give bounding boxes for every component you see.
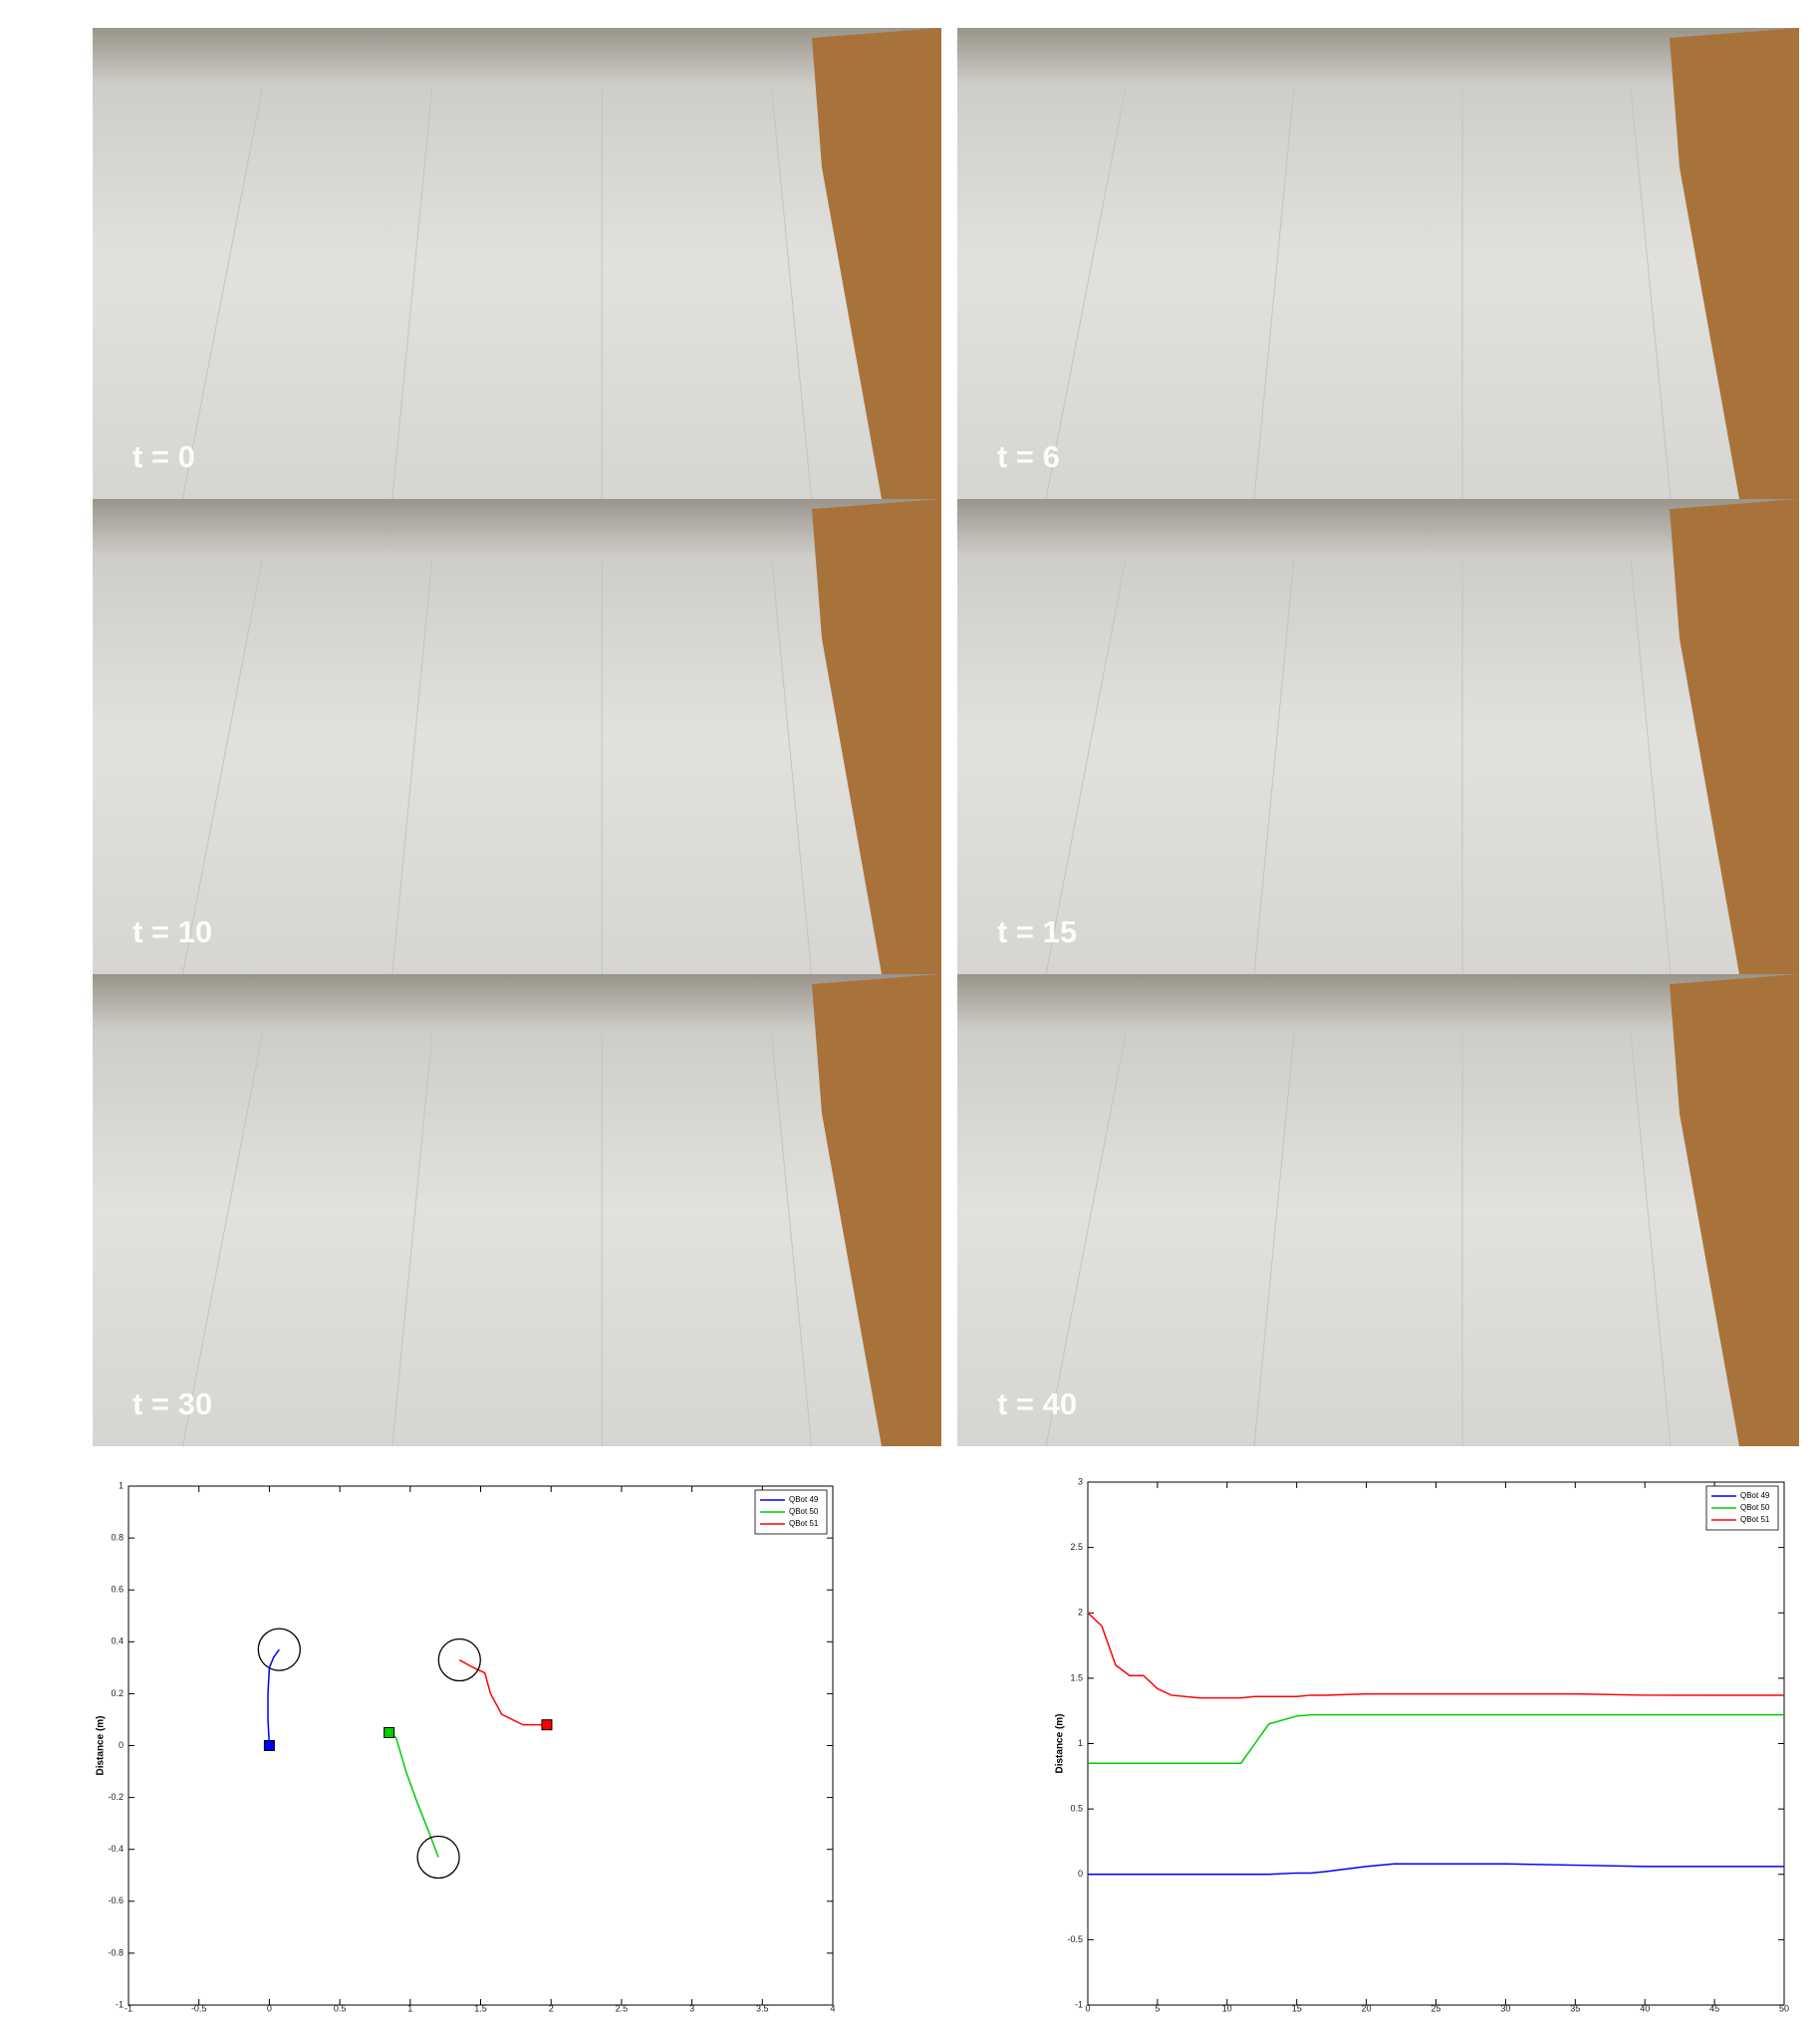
x-tick-label: 25 [1430,2003,1440,2012]
photo-label: t = 0 [132,439,195,474]
y-tick-label: 0 [1078,1869,1083,1879]
photo-background [957,499,1799,974]
photo-panel: t = 30 [93,974,941,1446]
y-tick-label: -0.5 [1067,1934,1083,1944]
x-tick-label: 1 [407,2003,412,2012]
plot-area [1088,1482,1784,2005]
photo-background [93,499,941,974]
start-marker [264,1741,274,1751]
x-tick-label: 35 [1570,2003,1580,2012]
y-axis-label: Distance (m) [1055,1713,1066,1773]
y-tick-label: -0.4 [108,1844,124,1854]
y-tick-label: 1 [119,1480,124,1490]
legend-label: QBot 51 [1740,1515,1770,1524]
legend-label: QBot 51 [789,1519,819,1528]
x-tick-label: 0 [267,2003,272,2012]
x-tick-label: 3.5 [756,2003,769,2012]
x-tick-label: 3 [689,2003,694,2012]
x-tick-label: 2 [549,2003,554,2012]
legend-label: QBot 50 [1740,1503,1770,1512]
y-tick-label: -1 [116,1999,124,2009]
y-axis-label: Distance (m) [96,1715,107,1775]
legend-label: QBot 49 [789,1495,819,1504]
y-tick-label: 2 [1078,1608,1083,1618]
photo-background [93,974,941,1446]
figure: t = 0 t = 6 t = 10 t = 15 t = 30 t = 40 -1 -0.… [0,0,1820,2012]
photo-panel: t = 15 [957,499,1799,974]
legend-label: QBot 50 [789,1507,819,1516]
y-tick-label: 1 [1078,1738,1083,1748]
photo-label: t = 15 [997,914,1077,949]
x-tick-label: 2.5 [616,2003,629,2012]
y-tick-label: 0.6 [111,1585,124,1595]
plot-area [129,1486,833,2005]
start-marker [385,1727,394,1737]
x-tick-label: 45 [1709,2003,1719,2012]
y-tick-label: 1.5 [1070,1672,1083,1682]
y-tick-label: 0 [119,1740,124,1750]
y-tick-label: 0.5 [1070,1804,1083,1814]
y-tick-label: 0.8 [111,1532,124,1542]
photo-panel: t = 6 [957,28,1799,499]
photo-background [93,28,941,499]
x-tick-label: 20 [1362,2003,1372,2012]
x-tick-label: 40 [1640,2003,1650,2012]
x-tick-label: 15 [1292,2003,1302,2012]
photo-label: t = 6 [997,439,1060,474]
y-tick-label: 2.5 [1070,1542,1083,1552]
x-tick-label: 10 [1222,2003,1232,2012]
y-tick-label: -0.2 [108,1792,124,1802]
x-tick-label: 1.5 [474,2003,487,2012]
y-tick-label: -1 [1075,1999,1083,2009]
legend-label: QBot 49 [1740,1491,1770,1500]
photo-background [957,28,1799,499]
photo-panel: t = 40 [957,974,1799,1446]
x-tick-label: -0.5 [191,2003,207,2012]
photo-grid: t = 0 t = 6 t = 10 t = 15 t = 30 t = 40 [93,28,1799,1446]
photo-label: t = 40 [997,1387,1077,1421]
x-tick-label: 5 [1155,2003,1160,2012]
x-tick-label: 0.5 [334,2003,347,2012]
y-tick-label: -0.6 [108,1895,124,1905]
y-tick-label: 3 [1078,1476,1083,1486]
photo-panel: t = 10 [93,499,941,974]
y-tick-label: 0.4 [111,1637,124,1646]
photo-label: t = 30 [132,1387,212,1421]
photo-label: t = 10 [132,914,212,949]
x-tick-label: 30 [1500,2003,1510,2012]
photo-panel: t = 0 [93,28,941,499]
start-marker [542,1720,552,1730]
y-tick-label: -0.8 [108,1947,124,1957]
y-tick-label: 0.2 [111,1688,124,1698]
photo-background [957,974,1799,1446]
